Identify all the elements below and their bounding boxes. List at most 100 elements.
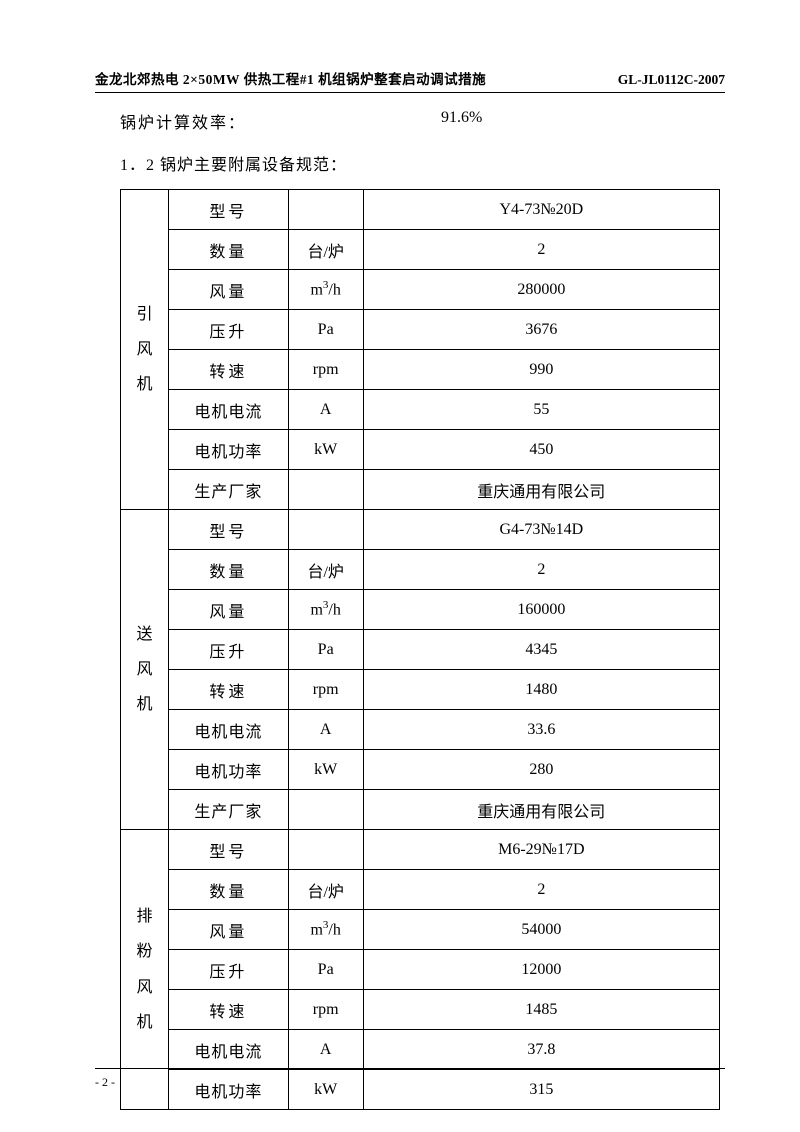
table-row: 转速rpm1480 [121, 670, 720, 710]
table-row: 数量台/炉2 [121, 550, 720, 590]
value-cell: 3676 [363, 310, 719, 350]
unit-cell: 台/炉 [288, 870, 363, 910]
efficiency-value: 91.6% [441, 109, 482, 133]
param-cell: 型号 [168, 190, 288, 230]
unit-cell: A [288, 710, 363, 750]
efficiency-label: 锅炉计算效率： [120, 109, 246, 133]
param-cell: 数量 [168, 870, 288, 910]
param-cell: 压升 [168, 630, 288, 670]
unit-cell: rpm [288, 670, 363, 710]
spec-table-wrap: 引风机型号Y4-73№20D数量台/炉2风量m3/h280000压升Pa3676… [120, 189, 725, 1110]
table-row: 生产厂家 重庆通用有限公司 [121, 470, 720, 510]
unit-cell: Pa [288, 310, 363, 350]
param-cell: 数量 [168, 550, 288, 590]
group-name: 送风机 [121, 510, 169, 830]
param-cell: 数量 [168, 230, 288, 270]
unit-cell [288, 830, 363, 870]
unit-cell: 台/炉 [288, 550, 363, 590]
value-cell: 55 [363, 390, 719, 430]
param-cell: 压升 [168, 310, 288, 350]
unit-cell [288, 190, 363, 230]
group-name-text: 引风机 [125, 297, 164, 403]
unit-cell: kW [288, 750, 363, 790]
table-row: 压升Pa12000 [121, 950, 720, 990]
unit-cell [288, 510, 363, 550]
param-cell: 电机功率 [168, 750, 288, 790]
value-cell: 280 [363, 750, 719, 790]
value-cell: Y4-73№20D [363, 190, 719, 230]
unit-cell: kW [288, 430, 363, 470]
param-cell: 电机电流 [168, 710, 288, 750]
table-row: 转速rpm990 [121, 350, 720, 390]
table-row: 电机电流A37.8 [121, 1030, 720, 1070]
group-name: 引风机 [121, 190, 169, 510]
table-row: 电机电流A55 [121, 390, 720, 430]
param-cell: 生产厂家 [168, 790, 288, 830]
param-cell: 型号 [168, 510, 288, 550]
table-row: 压升Pa3676 [121, 310, 720, 350]
table-row: 引风机型号Y4-73№20D [121, 190, 720, 230]
table-row: 生产厂家 重庆通用有限公司 [121, 790, 720, 830]
unit-cell: Pa [288, 630, 363, 670]
table-row: 风量m3/h54000 [121, 910, 720, 950]
group-name-text: 送风机 [125, 617, 164, 723]
param-cell: 转速 [168, 350, 288, 390]
table-row: 风量m3/h160000 [121, 590, 720, 630]
param-cell: 风量 [168, 590, 288, 630]
value-cell: 4345 [363, 630, 719, 670]
param-cell: 电机电流 [168, 1030, 288, 1070]
value-cell: 54000 [363, 910, 719, 950]
unit-cell: 台/炉 [288, 230, 363, 270]
value-cell: 2 [363, 870, 719, 910]
unit-cell: A [288, 1030, 363, 1070]
value-cell: 990 [363, 350, 719, 390]
efficiency-line: 锅炉计算效率： 91.6% [120, 109, 725, 133]
unit-cell: rpm [288, 350, 363, 390]
page-header: 金龙北郊热电 2×50MW 供热工程#1 机组锅炉整套启动调试措施 GL-JL0… [95, 68, 725, 93]
value-cell: M6-29№17D [363, 830, 719, 870]
unit-cell [288, 790, 363, 830]
unit-cell: A [288, 390, 363, 430]
param-cell: 转速 [168, 990, 288, 1030]
section-title: 1．2 锅炉主要附属设备规范： [120, 151, 725, 175]
value-cell: 2 [363, 230, 719, 270]
table-row: 电机功率kW280 [121, 750, 720, 790]
param-cell: 电机电流 [168, 390, 288, 430]
table-row: 风量m3/h280000 [121, 270, 720, 310]
value-cell: 280000 [363, 270, 719, 310]
table-row: 压升Pa4345 [121, 630, 720, 670]
table-row: 转速rpm1485 [121, 990, 720, 1030]
table-row: 电机功率kW450 [121, 430, 720, 470]
page-footer: - 2 - [95, 1068, 725, 1090]
unit-cell: m3/h [288, 910, 363, 950]
value-cell: 37.8 [363, 1030, 719, 1070]
header-title: 金龙北郊热电 2×50MW 供热工程#1 机组锅炉整套启动调试措施 [95, 68, 486, 88]
value-cell: 重庆通用有限公司 [363, 470, 719, 510]
unit-cell: m3/h [288, 590, 363, 630]
unit-cell: rpm [288, 990, 363, 1030]
value-cell: 1485 [363, 990, 719, 1030]
table-row: 数量台/炉2 [121, 870, 720, 910]
value-cell: 2 [363, 550, 719, 590]
value-cell: 12000 [363, 950, 719, 990]
param-cell: 转速 [168, 670, 288, 710]
table-row: 排粉风机型号M6-29№17D [121, 830, 720, 870]
value-cell: 160000 [363, 590, 719, 630]
param-cell: 风量 [168, 910, 288, 950]
table-row: 数量台/炉2 [121, 230, 720, 270]
value-cell: 重庆通用有限公司 [363, 790, 719, 830]
unit-cell [288, 470, 363, 510]
param-cell: 生产厂家 [168, 470, 288, 510]
unit-cell: Pa [288, 950, 363, 990]
header-docnum: GL-JL0112C-2007 [618, 72, 725, 88]
param-cell: 电机功率 [168, 430, 288, 470]
param-cell: 风量 [168, 270, 288, 310]
param-cell: 压升 [168, 950, 288, 990]
value-cell: 450 [363, 430, 719, 470]
table-row: 送风机型号G4-73№14D [121, 510, 720, 550]
page-number: - 2 - [95, 1075, 115, 1089]
spec-table: 引风机型号Y4-73№20D数量台/炉2风量m3/h280000压升Pa3676… [120, 189, 720, 1110]
group-name-text: 排粉风机 [125, 899, 164, 1040]
value-cell: 1480 [363, 670, 719, 710]
unit-cell: m3/h [288, 270, 363, 310]
